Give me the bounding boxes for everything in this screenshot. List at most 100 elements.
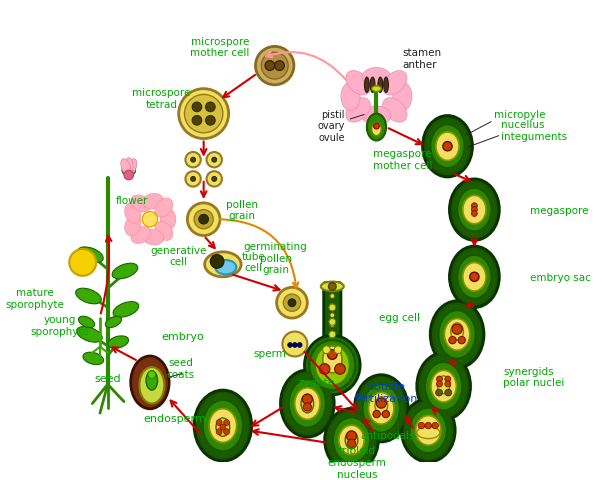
Circle shape — [437, 381, 443, 387]
Ellipse shape — [419, 356, 467, 417]
Ellipse shape — [77, 247, 103, 263]
FancyBboxPatch shape — [323, 283, 341, 346]
Circle shape — [443, 142, 452, 152]
Ellipse shape — [330, 303, 335, 308]
Ellipse shape — [341, 83, 360, 111]
Ellipse shape — [463, 263, 486, 291]
Ellipse shape — [393, 83, 412, 111]
Ellipse shape — [330, 332, 335, 337]
Ellipse shape — [323, 346, 342, 373]
Circle shape — [199, 215, 208, 225]
Circle shape — [216, 420, 222, 426]
Ellipse shape — [357, 378, 405, 439]
Ellipse shape — [445, 319, 470, 350]
Circle shape — [194, 210, 213, 229]
Ellipse shape — [127, 159, 137, 176]
Ellipse shape — [457, 189, 491, 232]
Ellipse shape — [330, 313, 335, 318]
Ellipse shape — [301, 395, 314, 413]
Circle shape — [472, 204, 478, 209]
Circle shape — [346, 431, 356, 441]
Ellipse shape — [404, 402, 452, 459]
Ellipse shape — [315, 345, 350, 385]
Circle shape — [373, 410, 380, 418]
Circle shape — [184, 95, 223, 133]
Ellipse shape — [139, 367, 164, 404]
Ellipse shape — [122, 162, 130, 175]
Ellipse shape — [295, 388, 320, 420]
Text: tube
cell: tube cell — [242, 251, 265, 273]
Circle shape — [335, 364, 345, 374]
Ellipse shape — [383, 72, 407, 96]
Ellipse shape — [143, 194, 164, 210]
Ellipse shape — [452, 250, 496, 305]
Ellipse shape — [431, 371, 457, 402]
Ellipse shape — [125, 161, 133, 175]
Ellipse shape — [431, 125, 464, 168]
Ellipse shape — [304, 336, 360, 395]
Text: germinating
pollen
grain: germinating pollen grain — [244, 241, 308, 275]
Text: zygote: zygote — [297, 378, 335, 387]
Circle shape — [69, 250, 96, 276]
Circle shape — [382, 410, 389, 418]
Ellipse shape — [383, 98, 407, 123]
Ellipse shape — [108, 336, 128, 348]
Ellipse shape — [330, 323, 335, 327]
Circle shape — [211, 255, 224, 269]
Ellipse shape — [160, 209, 176, 230]
Text: young
sporophyte: young sporophyte — [30, 314, 89, 336]
Text: pistil
ovary
ovule: pistil ovary ovule — [317, 109, 364, 143]
Circle shape — [224, 420, 230, 426]
Ellipse shape — [425, 362, 462, 410]
Ellipse shape — [452, 182, 496, 238]
Ellipse shape — [449, 180, 499, 241]
Circle shape — [445, 381, 451, 387]
Ellipse shape — [346, 98, 370, 123]
Ellipse shape — [451, 323, 463, 340]
Circle shape — [206, 172, 222, 187]
Text: sperm: sperm — [253, 348, 286, 358]
Ellipse shape — [205, 252, 241, 277]
Circle shape — [329, 331, 335, 338]
Ellipse shape — [283, 373, 331, 434]
Ellipse shape — [321, 282, 344, 291]
Ellipse shape — [333, 418, 370, 463]
Ellipse shape — [345, 432, 358, 449]
Ellipse shape — [113, 302, 139, 318]
Ellipse shape — [155, 222, 173, 241]
Circle shape — [191, 177, 196, 182]
Circle shape — [142, 212, 158, 228]
Circle shape — [206, 116, 215, 126]
Ellipse shape — [430, 301, 484, 368]
Ellipse shape — [371, 86, 381, 92]
Circle shape — [303, 403, 311, 411]
Ellipse shape — [362, 107, 391, 126]
Ellipse shape — [437, 376, 450, 394]
Ellipse shape — [146, 371, 158, 390]
Circle shape — [452, 324, 462, 335]
Circle shape — [432, 422, 439, 429]
Circle shape — [329, 319, 335, 325]
Text: antipodals: antipodals — [361, 430, 415, 440]
Circle shape — [329, 304, 335, 311]
Circle shape — [436, 389, 443, 396]
Ellipse shape — [125, 203, 141, 224]
Text: synergids
polar nuclei: synergids polar nuclei — [503, 366, 565, 388]
Circle shape — [302, 394, 313, 405]
Text: endosperm: endosperm — [143, 413, 206, 423]
Ellipse shape — [422, 116, 472, 178]
Ellipse shape — [76, 288, 101, 304]
Text: egg cell: egg cell — [379, 312, 420, 323]
Circle shape — [437, 376, 443, 382]
Ellipse shape — [367, 114, 386, 141]
Circle shape — [265, 61, 275, 71]
Circle shape — [445, 376, 451, 382]
Ellipse shape — [457, 255, 491, 299]
Circle shape — [470, 273, 479, 282]
Ellipse shape — [131, 227, 151, 244]
Ellipse shape — [417, 353, 470, 420]
Ellipse shape — [433, 304, 481, 365]
Ellipse shape — [215, 261, 236, 275]
Text: seed
coats: seed coats — [167, 358, 194, 379]
Ellipse shape — [127, 162, 136, 175]
